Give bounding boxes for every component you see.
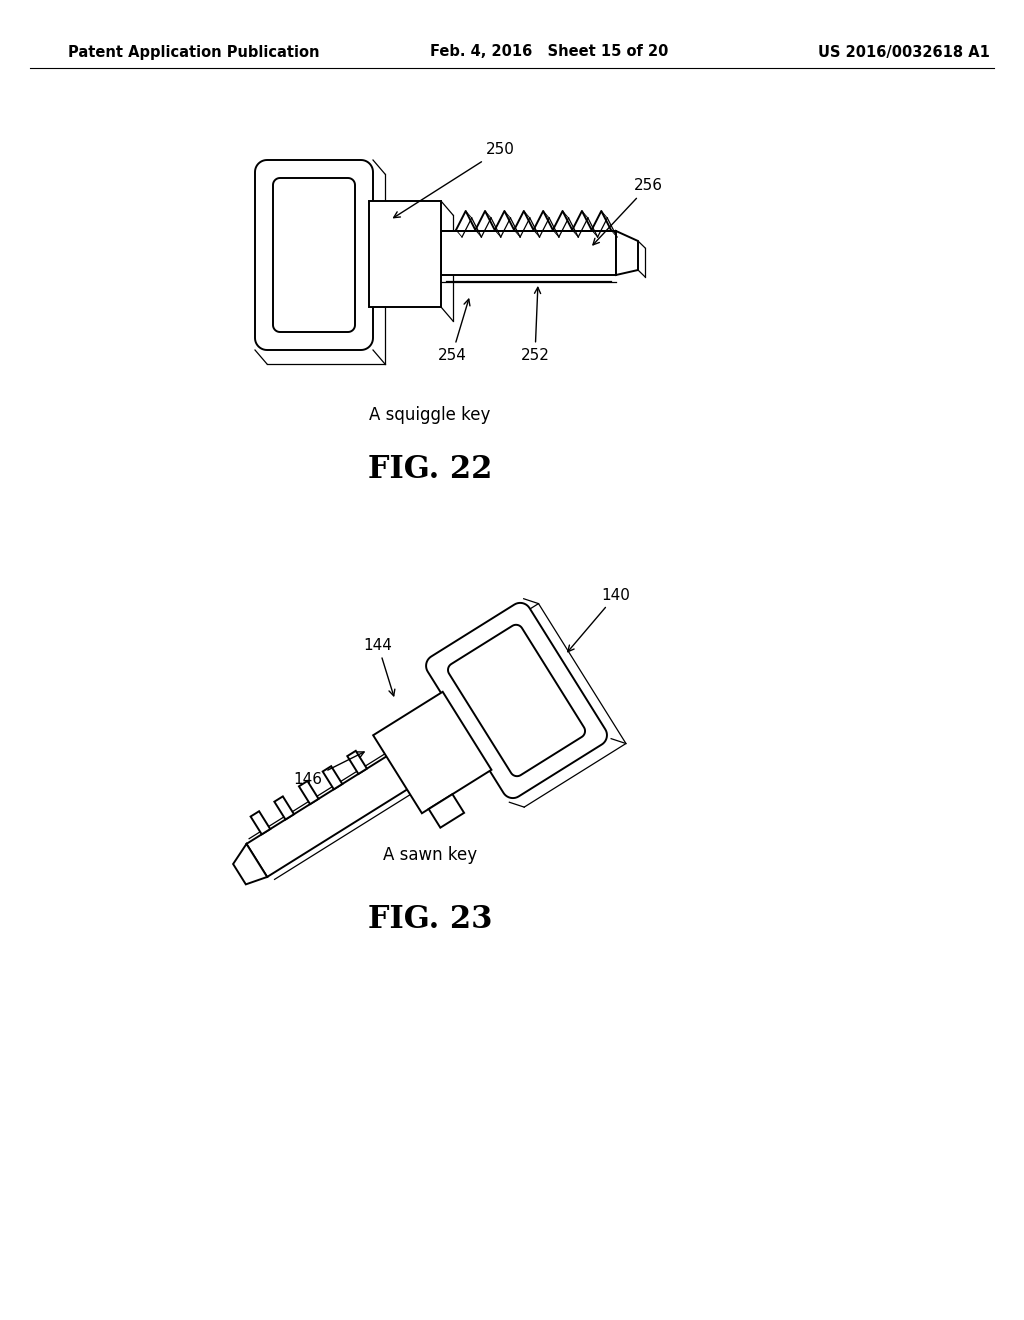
Text: 254: 254 — [437, 300, 470, 363]
Text: Patent Application Publication: Patent Application Publication — [68, 45, 319, 59]
Polygon shape — [233, 843, 267, 884]
Text: US 2016/0032618 A1: US 2016/0032618 A1 — [818, 45, 990, 59]
Polygon shape — [299, 781, 318, 804]
Text: FIG. 23: FIG. 23 — [368, 904, 493, 936]
Polygon shape — [251, 812, 270, 834]
Text: A squiggle key: A squiggle key — [370, 407, 490, 424]
Polygon shape — [273, 178, 355, 333]
Polygon shape — [255, 160, 373, 350]
Polygon shape — [426, 603, 607, 799]
Polygon shape — [247, 755, 410, 876]
Polygon shape — [616, 231, 638, 275]
Text: 140: 140 — [567, 587, 631, 652]
Text: 252: 252 — [520, 288, 550, 363]
Text: A sawn key: A sawn key — [383, 846, 477, 865]
Polygon shape — [449, 624, 585, 776]
Polygon shape — [323, 766, 342, 789]
Polygon shape — [429, 795, 464, 828]
Text: 144: 144 — [364, 638, 395, 696]
Polygon shape — [369, 201, 441, 308]
Polygon shape — [441, 231, 616, 275]
Polygon shape — [274, 796, 294, 820]
Text: FIG. 22: FIG. 22 — [368, 454, 493, 486]
Polygon shape — [347, 751, 367, 774]
Text: 256: 256 — [593, 178, 663, 244]
Polygon shape — [373, 692, 492, 813]
Text: 250: 250 — [393, 143, 514, 218]
Text: Feb. 4, 2016   Sheet 15 of 20: Feb. 4, 2016 Sheet 15 of 20 — [430, 45, 669, 59]
Text: 146: 146 — [294, 752, 365, 788]
